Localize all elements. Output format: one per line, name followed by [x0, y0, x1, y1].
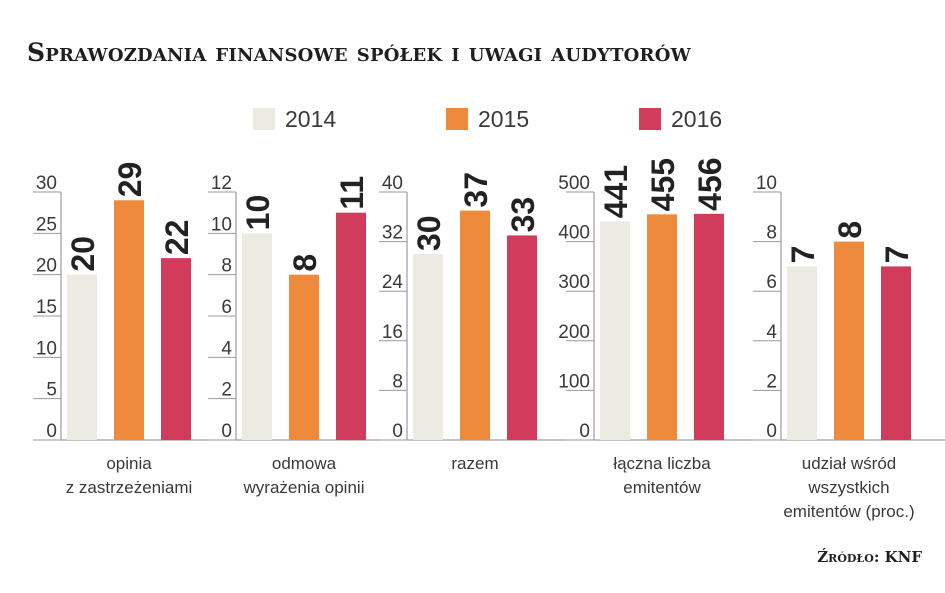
y-tick-label-5-0: 0 [766, 421, 777, 442]
y-tick-label-2-3: 6 [221, 297, 232, 318]
y-tick-label-3-3: 24 [382, 272, 404, 293]
y-tick-label-3-1: 8 [392, 371, 403, 392]
legend-swatch-2014 [253, 108, 275, 130]
y-tick-label-2-1: 2 [221, 380, 232, 401]
y-tick-label-1-3: 15 [36, 297, 57, 318]
category-label-2-line-2: wyrażenia opinii [243, 478, 365, 497]
data-label-1-2015: 29 [112, 162, 148, 198]
source-note: Źródło: KNF [817, 548, 922, 566]
y-tick-label-2-0: 0 [221, 421, 232, 442]
data-label-4-2015: 455 [645, 158, 681, 211]
bar-1-2015 [114, 200, 144, 440]
bar-4-2014 [600, 221, 630, 440]
y-tick-label-3-5: 40 [382, 173, 403, 194]
data-label-1-2016: 22 [159, 220, 195, 256]
data-label-5-2016: 7 [879, 246, 915, 264]
data-label-2-2014: 10 [240, 195, 276, 231]
legend-item-2015: 2015 [446, 106, 639, 133]
data-label-2-2016: 11 [334, 176, 370, 210]
data-label-3-2015: 37 [458, 172, 494, 208]
bar-2-2014 [242, 233, 272, 440]
bar-1-2016 [161, 258, 191, 440]
data-label-2-2015: 8 [287, 254, 323, 272]
category-label-5-line-2: wszystkich [807, 478, 889, 497]
bar-4-2015 [647, 214, 677, 440]
data-label-5-2015: 8 [832, 221, 868, 239]
y-tick-label-5-5: 10 [756, 173, 777, 194]
chart-panel-4: 0 100 200 300 400 500 441 455 456 łączna liczba em… [558, 157, 763, 497]
legend-label-2016: 2016 [671, 105, 723, 132]
y-tick-label-3-2: 16 [382, 322, 403, 343]
data-label-4-2016: 456 [692, 157, 728, 210]
y-tick-label-5-1: 2 [766, 371, 777, 392]
y-tick-label-1-5: 25 [36, 214, 57, 235]
y-tick-label-1-4: 20 [36, 256, 57, 277]
bar-2-2016 [336, 212, 366, 440]
category-label-1-line-2: z zastrzeżeniami [66, 478, 193, 497]
bar-5-2015 [834, 241, 864, 440]
chart-panel-3: 0 8 16 24 32 40 30 37 33 razem [379, 172, 576, 473]
y-tick-label-4-0: 0 [579, 421, 590, 442]
bar-3-2016 [507, 235, 537, 440]
y-tick-label-4-5: 500 [558, 173, 590, 194]
data-label-3-2016: 33 [505, 197, 541, 233]
y-tick-label-1-6: 30 [36, 173, 57, 194]
category-label-3-line-1: razem [451, 454, 498, 473]
legend-item-2016: 2016 [639, 106, 722, 133]
y-tick-label-4-3: 300 [558, 272, 590, 293]
data-label-1-2014: 20 [65, 236, 101, 272]
bar-1-2014 [67, 274, 97, 440]
y-tick-label-2-4: 8 [221, 256, 232, 277]
data-label-5-2014: 7 [785, 246, 821, 264]
y-tick-label-5-3: 6 [766, 272, 777, 293]
bar-4-2016 [694, 213, 724, 440]
bar-5-2016 [881, 266, 911, 440]
bar-2-2015 [289, 274, 319, 440]
legend: 2014 2015 2016 [253, 104, 722, 134]
y-tick-label-2-2: 4 [221, 338, 232, 359]
legend-swatch-2015 [446, 108, 468, 130]
data-label-4-2014: 441 [598, 165, 634, 218]
legend-swatch-2016 [639, 108, 661, 130]
bar-5-2014 [787, 266, 817, 440]
category-label-5-line-1: udział wśród [802, 454, 897, 473]
category-label-1-line-1: opinia [106, 454, 152, 473]
y-tick-label-4-4: 400 [558, 223, 590, 244]
y-tick-label-3-4: 32 [382, 223, 403, 244]
data-label-3-2014: 30 [411, 215, 447, 251]
category-label-2-line-1: odmowa [272, 454, 337, 473]
legend-item-2014: 2014 [253, 106, 446, 133]
category-label-5-line-3: emitentów (proc.) [783, 502, 914, 521]
category-label-4-line-2: emitentów [623, 478, 701, 497]
category-label-4-line-1: łączna liczba [613, 454, 711, 473]
y-tick-label-3-0: 0 [392, 421, 403, 442]
y-tick-label-1-1: 5 [46, 380, 57, 401]
y-tick-label-5-2: 4 [766, 322, 777, 343]
y-tick-label-5-4: 8 [766, 223, 777, 244]
y-tick-label-4-2: 200 [558, 322, 590, 343]
y-tick-label-2-5: 10 [211, 214, 232, 235]
bar-3-2014 [413, 254, 443, 440]
y-tick-label-4-1: 100 [558, 371, 590, 392]
chart-title: Sprawozdania finansowe spółek i uwagi au… [27, 38, 692, 67]
y-tick-label-1-2: 10 [36, 338, 57, 359]
legend-label-2014: 2014 [285, 105, 337, 132]
y-tick-label-2-6: 12 [211, 173, 232, 194]
bar-3-2015 [460, 210, 490, 440]
y-tick-label-1-0: 0 [46, 421, 57, 442]
legend-label-2015: 2015 [478, 105, 530, 132]
